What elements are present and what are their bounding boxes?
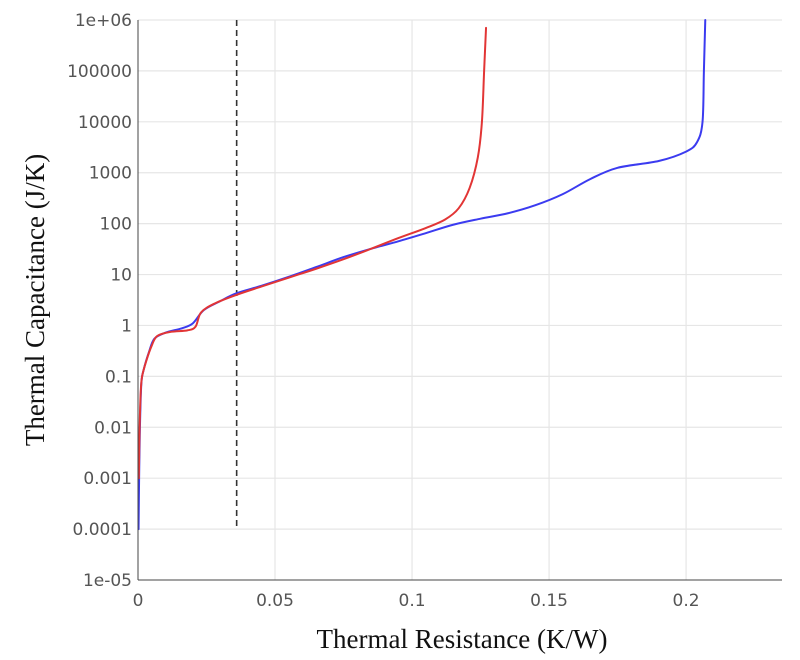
x-tick-label: 0.1 (399, 591, 426, 611)
axis-layer (137, 20, 782, 581)
x-tick-label: 0.05 (256, 591, 294, 611)
x-axis-title: Thermal Resistance (K/W) (317, 624, 608, 654)
y-tick-label: 1000 (89, 164, 132, 184)
y-tick-label: 10000 (78, 113, 132, 133)
y-tick-label: 0.01 (94, 418, 132, 438)
series-layer (137, 19, 707, 531)
y-tick-label: 1e+06 (75, 11, 132, 31)
y-tick-label: 10 (110, 266, 132, 286)
x-tick-label: 0 (133, 591, 144, 611)
y-tick-label: 0.0001 (73, 520, 132, 540)
y-tick-label: 100 (100, 215, 132, 235)
y-axis-title: Thermal Capacitance (J/K) (20, 154, 50, 446)
y-tick-label: 0.1 (105, 367, 132, 387)
y-tick-label: 1 (121, 316, 132, 336)
y-tick-label: 1e-05 (83, 571, 132, 591)
series-line-red (137, 26, 488, 480)
y-tick-label: 0.001 (83, 469, 132, 489)
tick-label-layer: 1e-05 0.0001 0.001 0.01 0.1 1 10 100 1000 10000 10… (67, 11, 700, 611)
y-tick-label: 100000 (67, 62, 132, 82)
grid-layer (138, 19, 782, 580)
x-tick-label: 0.2 (673, 591, 700, 611)
x-tick-label: 0.15 (530, 591, 568, 611)
